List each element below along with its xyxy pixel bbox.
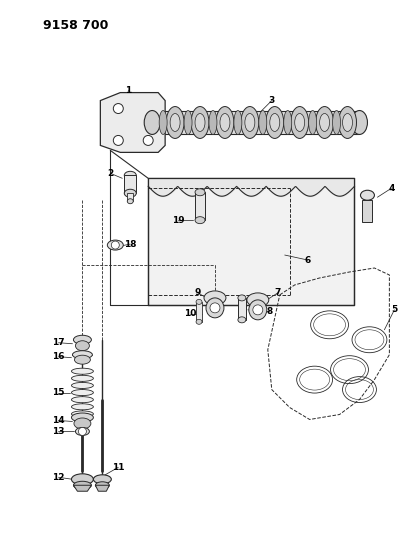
Text: 8: 8: [267, 308, 273, 317]
Text: 11: 11: [112, 463, 125, 472]
Ellipse shape: [72, 383, 93, 389]
Bar: [196, 302, 202, 322]
Ellipse shape: [206, 298, 224, 318]
Ellipse shape: [196, 300, 202, 304]
Ellipse shape: [295, 114, 305, 132]
Text: 3: 3: [269, 96, 275, 105]
Text: 5: 5: [391, 305, 397, 314]
Text: 2: 2: [107, 169, 113, 178]
Ellipse shape: [72, 351, 92, 359]
Bar: [127, 193, 133, 201]
Circle shape: [253, 305, 263, 315]
Ellipse shape: [72, 404, 93, 410]
Ellipse shape: [72, 390, 93, 395]
Ellipse shape: [72, 368, 93, 374]
Ellipse shape: [124, 189, 136, 197]
Ellipse shape: [72, 375, 93, 381]
Ellipse shape: [291, 107, 309, 139]
Ellipse shape: [74, 355, 90, 364]
Ellipse shape: [195, 114, 205, 132]
Ellipse shape: [234, 110, 242, 134]
Ellipse shape: [360, 190, 374, 200]
Ellipse shape: [238, 317, 246, 323]
Ellipse shape: [245, 114, 255, 132]
Text: 7: 7: [275, 288, 281, 297]
Text: 18: 18: [124, 239, 136, 248]
Text: 13: 13: [52, 427, 65, 436]
Ellipse shape: [259, 110, 267, 134]
Circle shape: [79, 427, 86, 435]
Ellipse shape: [339, 107, 356, 139]
Circle shape: [113, 135, 123, 146]
Ellipse shape: [184, 110, 192, 134]
Polygon shape: [100, 93, 165, 152]
Ellipse shape: [204, 291, 226, 305]
Ellipse shape: [220, 114, 230, 132]
Text: 9158 700: 9158 700: [43, 19, 108, 32]
Ellipse shape: [351, 110, 367, 134]
Ellipse shape: [216, 107, 234, 139]
Ellipse shape: [284, 110, 292, 134]
Text: 6: 6: [305, 255, 311, 264]
Ellipse shape: [332, 110, 341, 134]
Bar: [148, 179, 355, 305]
Circle shape: [210, 303, 220, 313]
Ellipse shape: [170, 114, 180, 132]
Ellipse shape: [144, 110, 160, 134]
Ellipse shape: [247, 293, 269, 307]
Ellipse shape: [93, 475, 111, 484]
Polygon shape: [74, 485, 91, 491]
Ellipse shape: [309, 110, 316, 134]
Ellipse shape: [195, 189, 205, 196]
Bar: [124, 175, 136, 193]
Ellipse shape: [72, 413, 93, 422]
Ellipse shape: [127, 199, 133, 204]
Bar: [238, 298, 246, 320]
Ellipse shape: [191, 107, 209, 139]
Bar: [152, 110, 360, 134]
Text: 14: 14: [52, 416, 65, 425]
Ellipse shape: [76, 427, 90, 435]
Ellipse shape: [74, 335, 91, 344]
Ellipse shape: [74, 418, 91, 429]
Ellipse shape: [316, 107, 334, 139]
Ellipse shape: [241, 107, 259, 139]
Ellipse shape: [196, 319, 202, 324]
Circle shape: [143, 135, 153, 146]
Circle shape: [111, 241, 119, 249]
Ellipse shape: [72, 474, 93, 484]
Ellipse shape: [342, 114, 353, 132]
Ellipse shape: [72, 397, 93, 403]
Ellipse shape: [124, 171, 136, 179]
Text: 1: 1: [125, 86, 132, 95]
Ellipse shape: [107, 240, 123, 250]
Text: 4: 4: [388, 184, 395, 193]
Ellipse shape: [195, 217, 205, 224]
Circle shape: [113, 103, 123, 114]
Polygon shape: [95, 485, 109, 491]
Bar: [195, 192, 205, 220]
Text: 10: 10: [184, 309, 196, 318]
Ellipse shape: [320, 114, 330, 132]
Ellipse shape: [266, 107, 284, 139]
Ellipse shape: [270, 114, 280, 132]
Text: 16: 16: [52, 352, 65, 361]
Ellipse shape: [209, 110, 217, 134]
Ellipse shape: [95, 482, 109, 489]
Text: 15: 15: [52, 388, 65, 397]
Ellipse shape: [76, 341, 90, 351]
Ellipse shape: [166, 107, 184, 139]
Ellipse shape: [72, 411, 93, 417]
Text: 19: 19: [172, 216, 185, 224]
Ellipse shape: [159, 110, 167, 134]
Text: 17: 17: [52, 338, 65, 347]
Text: 9: 9: [195, 288, 201, 297]
Ellipse shape: [238, 295, 246, 301]
Ellipse shape: [249, 300, 267, 320]
Text: 12: 12: [52, 473, 65, 482]
Bar: [363, 200, 372, 222]
Ellipse shape: [74, 481, 91, 489]
